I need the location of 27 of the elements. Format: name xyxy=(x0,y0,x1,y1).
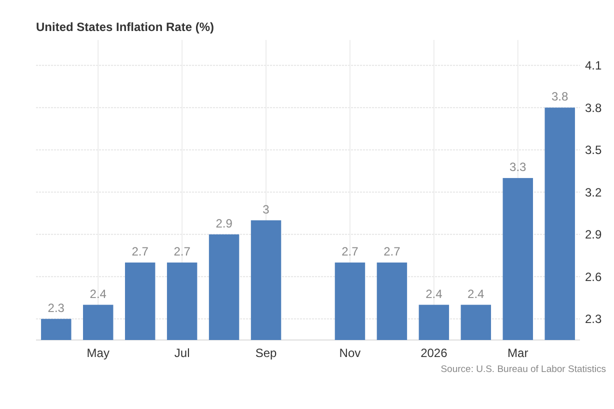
data-label: 2.7 xyxy=(342,244,359,259)
data-label: 2.4 xyxy=(468,286,485,301)
data-label: 3.8 xyxy=(552,90,569,104)
y-tick-label: 3.8 xyxy=(585,100,602,115)
y-tick-label: 2.3 xyxy=(585,312,602,326)
y-tick-label: 2.9 xyxy=(585,228,602,242)
data-label: 2.7 xyxy=(132,244,149,259)
x-tick-label: Sep xyxy=(255,346,278,360)
data-label: 2.4 xyxy=(426,286,443,301)
data-label: 2.9 xyxy=(216,216,233,230)
y-tick-label: 3.5 xyxy=(585,143,602,158)
y-tick-label: 3.2 xyxy=(585,185,602,200)
data-label: 2.3 xyxy=(48,300,65,315)
data-label: 2.4 xyxy=(90,286,107,301)
chart-title: United States Inflation Rate (%) xyxy=(36,20,214,34)
x-tick-label: May xyxy=(86,346,110,360)
y-tick-label: 2.6 xyxy=(585,270,602,284)
x-tick-label: Mar xyxy=(508,346,528,360)
x-tick-label: 2026 xyxy=(420,346,448,360)
data-label: 3.3 xyxy=(510,160,527,174)
source-note: Source: U.S. Bureau of Labor Statistics xyxy=(440,364,606,375)
data-label: 2.7 xyxy=(174,244,191,259)
data-label: 3 xyxy=(262,202,270,216)
x-tick-label: Nov xyxy=(339,346,361,360)
y-tick-label: 4.1 xyxy=(585,58,602,73)
x-tick-label: Jul xyxy=(174,346,190,360)
data-label: 2.7 xyxy=(384,244,401,259)
